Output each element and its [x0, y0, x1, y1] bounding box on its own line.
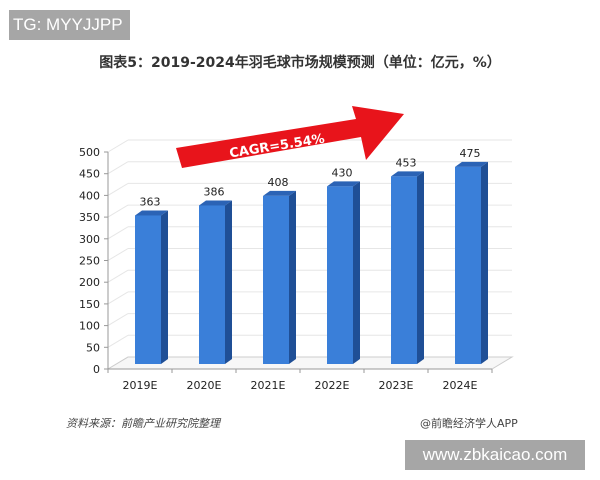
y-tick-label: 150 — [79, 298, 100, 311]
bar-value-label: 408 — [268, 176, 289, 189]
x-tick-label: 2024E — [443, 379, 478, 392]
bar: 408 — [263, 176, 296, 364]
x-tick-label: 2022E — [315, 379, 350, 392]
y-tick-label: 400 — [79, 189, 100, 202]
bar: 475 — [455, 147, 488, 364]
cagr-arrow: CAGR=5.54% — [176, 106, 404, 168]
arrow-shape-icon — [176, 106, 404, 168]
watermark-top-left: TG: MYYJJPP — [9, 10, 130, 40]
y-tick-label: 0 — [93, 363, 100, 376]
bar: 363 — [135, 195, 168, 364]
bar: 386 — [199, 185, 232, 364]
y-tick-label: 200 — [79, 276, 100, 289]
x-tick-label: 2021E — [251, 379, 286, 392]
chart-floor — [106, 356, 514, 370]
y-tick-label: 100 — [79, 320, 100, 333]
y-tick-label: 300 — [79, 233, 100, 246]
bar-value-label: 386 — [204, 185, 225, 198]
y-tick-label: 450 — [79, 168, 100, 181]
x-tick-label: 2020E — [187, 379, 222, 392]
watermark-bottom-right: www.zbkaicao.com — [405, 440, 585, 470]
y-tick-label: 350 — [79, 211, 100, 224]
bar-value-label: 475 — [460, 147, 481, 160]
chart-title: 图表5：2019-2024年羽毛球市场规模预测（单位：亿元，%） — [99, 55, 501, 71]
source-note: 资料来源：前瞻产业研究院整理 — [66, 417, 220, 430]
y-tick-label: 250 — [79, 255, 100, 268]
x-tick-label: 2019E — [123, 379, 158, 392]
bar-value-label: 453 — [396, 156, 417, 169]
y-tick-label: 50 — [86, 341, 100, 354]
x-axis: 2019E 2020E 2021E 2022E 2023E 2024E — [107, 368, 493, 392]
y-axis: 0 50 100 150 200 250 300 350 400 450 500 — [79, 146, 109, 376]
gridlines — [107, 139, 512, 370]
x-tick-label: 2023E — [379, 379, 414, 392]
bar-value-label: 363 — [140, 195, 161, 208]
bar: 453 — [391, 156, 424, 364]
bar: 430 — [327, 166, 360, 364]
brand-credit: @前瞻经济学人APP — [420, 417, 518, 430]
y-tick-label: 500 — [79, 146, 100, 159]
bar-value-label: 430 — [332, 166, 353, 179]
bars: 363 386 408 430 453 475 — [135, 147, 488, 364]
